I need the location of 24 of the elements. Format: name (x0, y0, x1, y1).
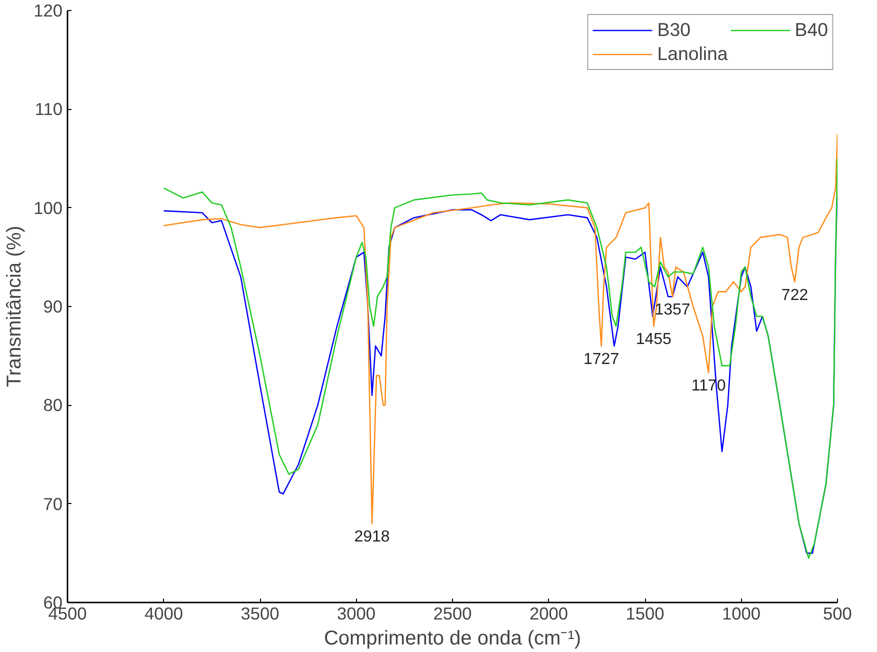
x-tick-label: 2500 (433, 604, 472, 624)
x-axis-title: Comprimento de onda (cm⁻¹) (324, 628, 582, 650)
x-tick-label: 2000 (529, 604, 568, 624)
x-tick-label: 500 (823, 604, 852, 624)
annotation: 722 (781, 286, 808, 304)
x-tick-label: 1500 (626, 604, 664, 624)
legend-label: B30 (657, 19, 690, 41)
legend-label: Lanolina (657, 43, 728, 65)
annotation: 2918 (354, 528, 390, 546)
x-tick-label: 4000 (144, 604, 184, 624)
y-tick-label: 80 (43, 395, 63, 416)
y-tick-label: 120 (34, 0, 63, 20)
y-tick-label: 100 (34, 198, 63, 218)
y-tick-label: 110 (34, 99, 63, 120)
x-tick-label: 3000 (336, 604, 376, 624)
y-axis-title: Transmitância (%) (4, 226, 26, 388)
y-tick-label: 70 (43, 494, 63, 514)
annotation: 1455 (636, 331, 672, 348)
annotation: 1357 (654, 302, 690, 319)
legend-label: B40 (794, 19, 828, 41)
x-tick-label: 3500 (240, 604, 280, 624)
x-tick-label: 1000 (722, 604, 761, 624)
y-tick-label: 90 (43, 296, 63, 316)
annotation: 1727 (584, 350, 620, 368)
